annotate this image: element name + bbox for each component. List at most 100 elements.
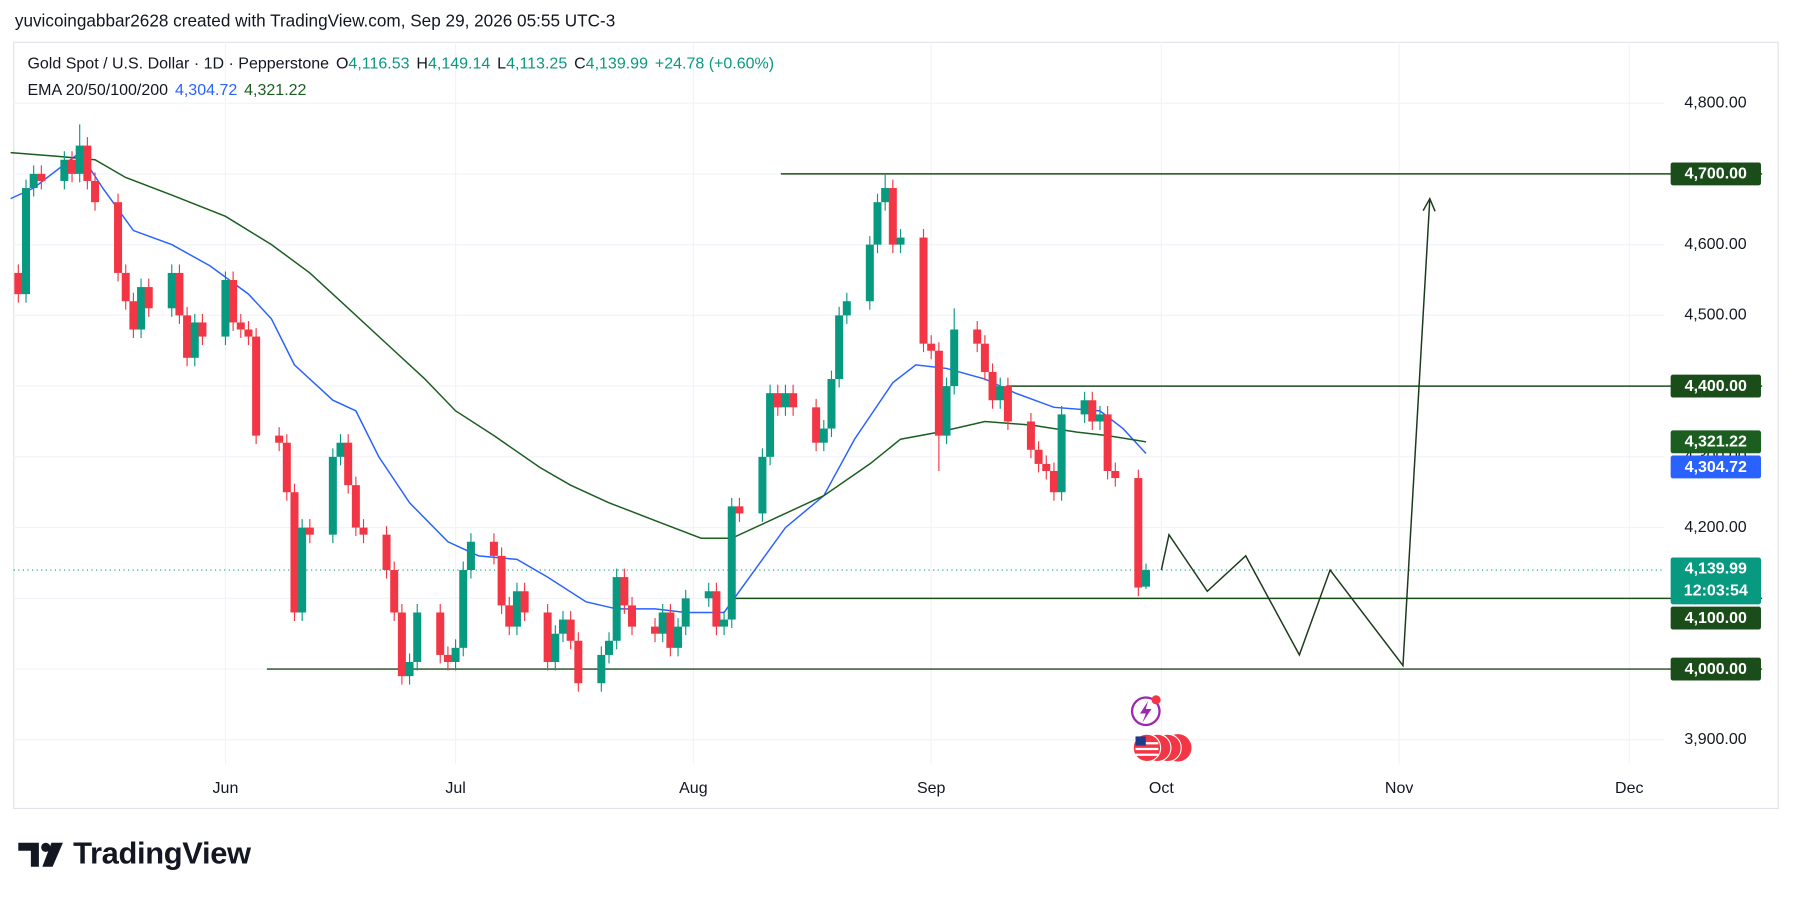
y-tick-label: 4,500.00 xyxy=(1684,307,1746,324)
candle-body xyxy=(14,272,23,295)
candle-body xyxy=(75,145,84,174)
ohlc-value: 4,149.14 xyxy=(427,53,491,73)
candle-body xyxy=(1080,400,1089,415)
candle-body xyxy=(236,322,245,330)
candle-body xyxy=(520,591,529,613)
level-price-label xyxy=(1670,657,1761,681)
candle-body xyxy=(83,145,92,181)
candle-body xyxy=(758,456,767,514)
ohlc-key: H xyxy=(416,53,428,73)
symbol: Gold Spot / U.S. Dollar · 1D · Peppersto… xyxy=(27,53,330,73)
candle-body xyxy=(950,329,959,387)
candle-body xyxy=(574,640,583,684)
candle-body xyxy=(735,506,744,514)
header: yuvicoingabbar2628 created with TradingV… xyxy=(14,11,616,31)
candle-body xyxy=(842,301,851,316)
candle-body xyxy=(566,619,575,641)
candle-body xyxy=(190,322,199,358)
candle-body xyxy=(489,541,498,556)
brand: TradingView xyxy=(73,835,251,871)
y-tick-label: 4,800.00 xyxy=(1684,94,1746,111)
candle-body xyxy=(827,379,836,429)
ema-value: 4,304.72 xyxy=(174,80,238,99)
candle-body xyxy=(835,315,844,380)
ohlc-key: C xyxy=(574,53,586,73)
candle-body xyxy=(68,159,77,174)
candle-body xyxy=(244,329,253,337)
last-price-label xyxy=(1670,557,1761,605)
candle-body xyxy=(167,272,176,309)
candle-body xyxy=(988,371,997,401)
candle-body xyxy=(60,159,69,181)
event-icons xyxy=(1130,695,1192,763)
last-price-label-text: 4,139.99 xyxy=(1685,561,1747,578)
candle-body xyxy=(612,577,621,641)
level-price-label xyxy=(1670,162,1761,186)
level-price-label-text: 4,400.00 xyxy=(1685,378,1747,395)
candle-body xyxy=(651,626,660,634)
legend-ema: EMA 20/50/100/200 4,304.72 4,321.22 xyxy=(27,80,313,98)
candle-body xyxy=(919,237,928,344)
candle-body xyxy=(1111,470,1120,479)
candle-body xyxy=(605,640,614,655)
ohlc-key: O xyxy=(335,53,349,73)
candle-body xyxy=(927,343,936,351)
candle-body xyxy=(865,244,874,302)
ema-price-label xyxy=(1670,430,1761,454)
candle-body xyxy=(1034,449,1043,464)
candle-body xyxy=(183,315,192,358)
candle-body xyxy=(436,612,445,655)
candle-body xyxy=(681,598,690,627)
x-tick-label: Jul xyxy=(445,780,465,797)
candle-body xyxy=(888,188,897,245)
grid xyxy=(13,42,1664,764)
candle-body xyxy=(1026,421,1035,450)
candle-body xyxy=(505,605,514,627)
candle-body xyxy=(881,188,890,203)
candle-body xyxy=(773,393,782,408)
level-price-label-text: 4,100.00 xyxy=(1685,610,1747,627)
candle-body xyxy=(144,287,153,309)
candle-body xyxy=(789,393,798,408)
candle-body xyxy=(896,237,905,245)
candle-body xyxy=(873,202,882,245)
ema-value: 4,321.22 xyxy=(244,80,307,99)
ema-price-label-text: 4,321.22 xyxy=(1685,434,1747,451)
candle-body xyxy=(229,279,238,323)
candle-body xyxy=(704,591,713,599)
candle-body xyxy=(666,612,675,648)
candle-body xyxy=(1088,400,1097,422)
x-tick-label: Oct xyxy=(1149,780,1174,797)
x-tick-label: Jun xyxy=(213,780,239,797)
brand-logo xyxy=(18,842,63,867)
y-tick-label: 4,200.00 xyxy=(1684,519,1746,536)
candle-body xyxy=(1103,414,1112,471)
candle-body xyxy=(720,619,729,627)
candle-body xyxy=(727,506,736,620)
candle-body xyxy=(344,442,353,486)
ema-price-label xyxy=(1670,455,1761,479)
candle-body xyxy=(628,605,637,627)
candle-body xyxy=(114,202,123,273)
candle-body xyxy=(1134,478,1143,588)
candle-body xyxy=(91,180,100,203)
candle-body xyxy=(221,279,230,337)
candle-body xyxy=(766,393,775,457)
change: +24.78 (+0.60%) xyxy=(654,53,775,73)
candle-body xyxy=(658,612,667,634)
x-tick-label: Sep xyxy=(917,780,946,797)
ohlc-key: L xyxy=(497,53,507,73)
candle-body xyxy=(37,173,46,181)
candle-body xyxy=(413,612,422,662)
candle-body xyxy=(443,654,452,662)
x-tick-label: Aug xyxy=(679,780,707,797)
ohlc-value: 4,116.53 xyxy=(348,53,410,73)
candle-body xyxy=(121,272,130,302)
candle-body xyxy=(597,654,606,684)
candle-body xyxy=(558,619,567,634)
level-price-label-text: 4,700.00 xyxy=(1685,166,1747,183)
candle-body xyxy=(620,577,629,606)
candle-body xyxy=(351,485,360,528)
candle-body xyxy=(137,287,146,330)
